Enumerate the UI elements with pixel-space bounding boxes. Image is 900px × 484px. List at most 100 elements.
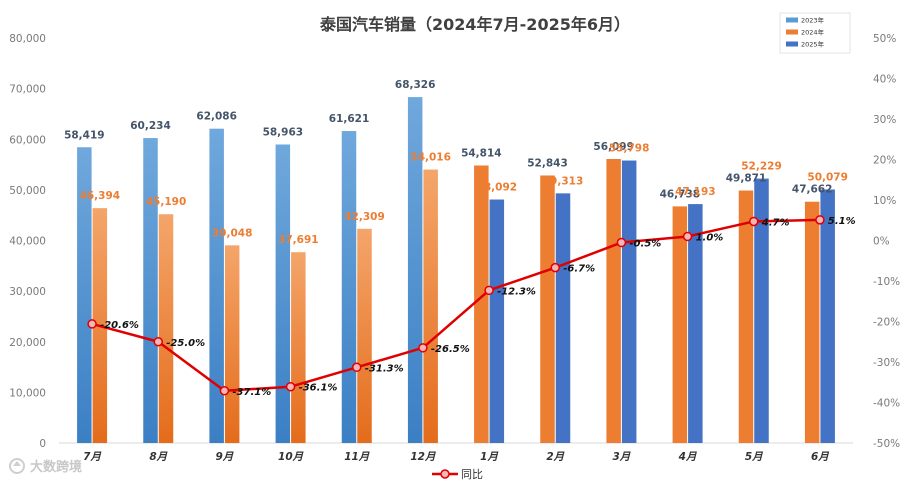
- bar-2023: [275, 144, 291, 443]
- x-tick-label: 11月: [344, 451, 370, 463]
- legend-swatch-2024: [786, 29, 798, 35]
- bar-value-label-secondary: 45,190: [146, 196, 187, 208]
- bar-value-label: 61,621: [329, 113, 370, 125]
- x-tick-label: 1月: [480, 451, 498, 463]
- bar-value-label-secondary: 50,079: [807, 171, 848, 183]
- chart-title: 泰国汽车销量（2024年7月-2025年6月）: [319, 15, 630, 34]
- y2-tick-label: 10%: [873, 195, 896, 207]
- bar-value-label-secondary: 48,092: [477, 182, 518, 194]
- bar-2025: [820, 189, 835, 443]
- yoy-line: -20.6% -25.0% -37.1% -36.1% -31.3% -26.5% -12.…: [87, 215, 856, 398]
- x-tick-label: 8月: [149, 451, 167, 463]
- bar-value-label: 46,738: [660, 188, 701, 200]
- line-legend-label: 同比: [461, 468, 483, 481]
- bar-2023: [143, 138, 158, 443]
- yoy-line-path: [91, 218, 820, 393]
- legend-swatch-2023: [786, 17, 798, 23]
- x-tick-label: 2月: [546, 451, 564, 463]
- x-tick-label: 12月: [410, 451, 436, 463]
- bar-2024: [606, 158, 621, 443]
- yoy-label: -31.3%: [365, 363, 404, 374]
- y2-tick-label: -30%: [873, 357, 900, 369]
- yoy-point: [616, 237, 627, 248]
- bar-value-label-secondary: 42,309: [344, 211, 385, 223]
- y-axis: 0 10,000 20,000 30,000 40,000 50,000 60,000 70,…: [9, 33, 46, 450]
- y-tick-label: 30,000: [9, 286, 46, 298]
- yoy-point: [418, 343, 428, 353]
- bar-value-label-secondary: 47,193: [675, 186, 716, 198]
- yoy-label: -37.1%: [232, 387, 271, 398]
- y2-tick-label: 50%: [873, 33, 896, 45]
- bar-2023: [77, 147, 92, 443]
- x-tick-label: 6月: [811, 451, 829, 463]
- bar-value-label: 68,326: [395, 79, 436, 91]
- bar-value-label-secondary: 46,394: [80, 190, 121, 202]
- bar-2023: [407, 97, 423, 444]
- yoy-point: [153, 337, 163, 347]
- y-tick-label: 60,000: [9, 134, 46, 146]
- legend: 2023年 2024年 2025年: [779, 12, 851, 54]
- yoy-point: [484, 285, 494, 296]
- y2-tick-label: 20%: [873, 155, 896, 167]
- yoy-label: 1.0%: [696, 232, 724, 243]
- bar-value-label-secondary: 54,016: [410, 152, 451, 164]
- legend-label-2024: 2024年: [801, 28, 825, 37]
- y2-tick-label: -50%: [873, 438, 900, 450]
- y2-tick-label: -40%: [873, 398, 900, 410]
- yoy-label: -20.6%: [100, 320, 139, 331]
- bar-2025: [754, 178, 769, 443]
- bar-2024: [224, 245, 240, 443]
- yoy-point: [815, 215, 825, 225]
- bar-value-label: 54,814: [461, 148, 502, 160]
- bar-value-label: 47,662: [792, 184, 833, 196]
- y2-axis: -50% -40% -30% -20% -10% 0% 10% 20% 30% 40% 50%: [873, 33, 900, 450]
- bar-2023: [341, 131, 357, 443]
- bar-value-label: 56,099: [593, 141, 634, 153]
- watermark-logo-icon: [9, 458, 25, 474]
- y-tick-label: 80,000: [9, 33, 46, 45]
- yoy-label: 5.1%: [828, 216, 856, 227]
- yoy-label: -25.0%: [166, 338, 205, 349]
- bar-value-label-secondary: 39,048: [212, 227, 253, 239]
- bar-value-label: 60,234: [130, 120, 171, 132]
- bar-2024: [474, 165, 489, 443]
- x-tick-label: 4月: [678, 451, 697, 463]
- bar-value-label: 52,843: [527, 157, 568, 169]
- legend-label-2023: 2023年: [801, 16, 825, 25]
- x-tick-label: 9月: [216, 451, 234, 463]
- yoy-label: -6.7%: [563, 264, 595, 275]
- yoy-label: -12.3%: [497, 286, 536, 297]
- y-tick-label: 20,000: [9, 337, 46, 349]
- x-tick-label: 5月: [745, 451, 763, 463]
- bar-value-label-secondary: 49,313: [543, 175, 584, 187]
- yoy-point: [87, 319, 97, 329]
- legend-label-2025: 2025年: [801, 40, 825, 49]
- bar-value-label: 58,419: [64, 129, 105, 141]
- bar-value-label: 58,963: [263, 126, 304, 138]
- bar-value-label-secondary: 37,691: [278, 234, 319, 246]
- bar-value-label: 49,871: [726, 173, 767, 185]
- bar-2024: [804, 201, 820, 443]
- yoy-point: [285, 381, 296, 392]
- bar-2024: [291, 252, 306, 443]
- bar-2025: [688, 204, 703, 443]
- line-legend-marker: [440, 469, 450, 479]
- bars: [77, 97, 835, 444]
- yoy-label: 4.7%: [761, 217, 790, 228]
- y-tick-label: 10,000: [9, 387, 46, 399]
- x-tick-label: 7月: [83, 451, 101, 463]
- yoy-point: [550, 262, 560, 273]
- yoy-point: [219, 386, 230, 396]
- bar-2024: [357, 228, 372, 443]
- bar-2024: [672, 206, 688, 443]
- y2-tick-label: 30%: [873, 114, 896, 126]
- yoy-point: [749, 216, 759, 227]
- bar-labels: 58,419 46,394 60,234 45,190 62,086 39,048 58,9…: [64, 79, 848, 246]
- bar-value-label: 62,086: [196, 111, 237, 123]
- bar-2024: [423, 169, 438, 443]
- y-tick-label: 50,000: [9, 185, 46, 197]
- y2-tick-label: 40%: [873, 74, 896, 86]
- yoy-point: [682, 231, 693, 242]
